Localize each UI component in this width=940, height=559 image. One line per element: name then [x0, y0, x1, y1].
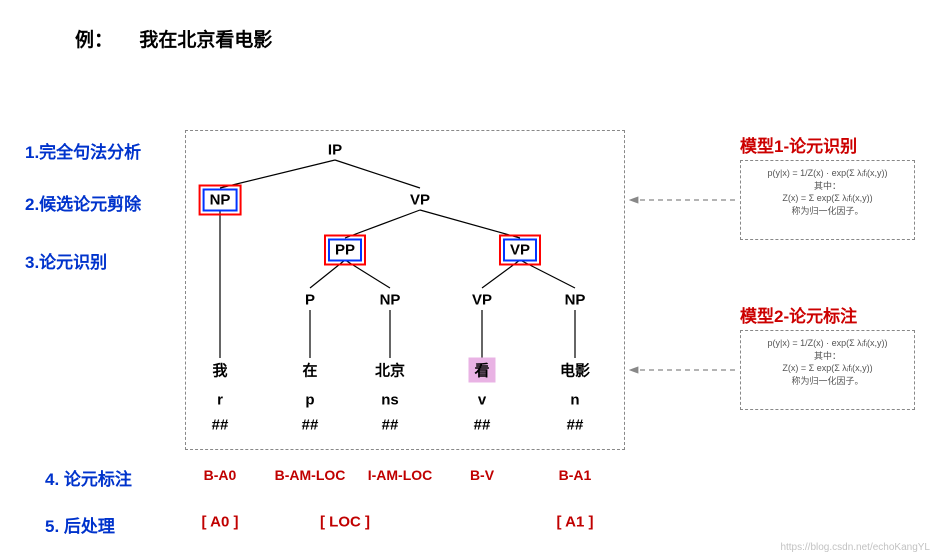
- srl-tag: B-V: [470, 467, 494, 483]
- formula-line: p(y|x) = 1/Z(x) · exp(Σ λᵢfᵢ(x,y)): [747, 167, 908, 180]
- leaf-pos: ns: [381, 392, 399, 409]
- srl-tag: I-AM-LOC: [368, 467, 433, 483]
- leaf-hash: ##: [212, 417, 229, 434]
- tree-node-NP2: NP: [380, 292, 401, 309]
- leaf-pos: n: [570, 392, 579, 409]
- formula-line: 其中：: [747, 350, 908, 363]
- srl-result: [ LOC ]: [320, 514, 370, 531]
- srl-tag: B-AM-LOC: [275, 467, 346, 483]
- leaf-word: 电影: [560, 360, 590, 381]
- srl-result: [ A0 ]: [202, 514, 239, 531]
- highlighted-node-NP1: NP: [199, 185, 242, 216]
- leaf-hash: ##: [567, 417, 584, 434]
- formula-line: 称为归一化因子。: [747, 375, 908, 388]
- highlighted-node-VP2: VP: [499, 235, 541, 266]
- leaf-word: 我: [212, 360, 227, 381]
- tree-node-VP1: VP: [410, 192, 430, 209]
- formula-line: Z(x) = Σ exp(Σ λᵢfᵢ(x,y)): [747, 362, 908, 375]
- tree-node-IP: IP: [328, 142, 342, 159]
- formula-line: 其中：: [747, 180, 908, 193]
- leaf-word: 在: [302, 360, 317, 381]
- srl-result: [ A1 ]: [557, 514, 594, 531]
- formula-line: 称为归一化因子。: [747, 205, 908, 218]
- watermark: https://blog.csdn.net/echoKangYL: [780, 542, 930, 553]
- leaf-hash: ##: [302, 417, 319, 434]
- formula-line: Z(x) = Σ exp(Σ λᵢfᵢ(x,y)): [747, 192, 908, 205]
- highlighted-node-PP: PP: [324, 235, 366, 266]
- leaf-word: 北京: [375, 360, 405, 381]
- tree-node-VP3: VP: [472, 292, 492, 309]
- leaf-word-highlight: 看: [468, 358, 495, 383]
- formula-line: p(y|x) = 1/Z(x) · exp(Σ λᵢfᵢ(x,y)): [747, 337, 908, 350]
- formula-box-1: p(y|x) = 1/Z(x) · exp(Σ λᵢfᵢ(x,y)) 其中： Z…: [740, 160, 915, 240]
- leaf-hash: ##: [382, 417, 399, 434]
- leaf-pos: r: [217, 392, 223, 409]
- srl-tag: B-A0: [204, 467, 237, 483]
- leaf-pos: p: [305, 392, 314, 409]
- leaf-hash: ##: [474, 417, 491, 434]
- formula-box-2: p(y|x) = 1/Z(x) · exp(Σ λᵢfᵢ(x,y)) 其中： Z…: [740, 330, 915, 410]
- leaf-pos: v: [478, 392, 486, 409]
- srl-tag: B-A1: [559, 467, 592, 483]
- tree-node-P: P: [305, 292, 315, 309]
- tree-node-NP3: NP: [565, 292, 586, 309]
